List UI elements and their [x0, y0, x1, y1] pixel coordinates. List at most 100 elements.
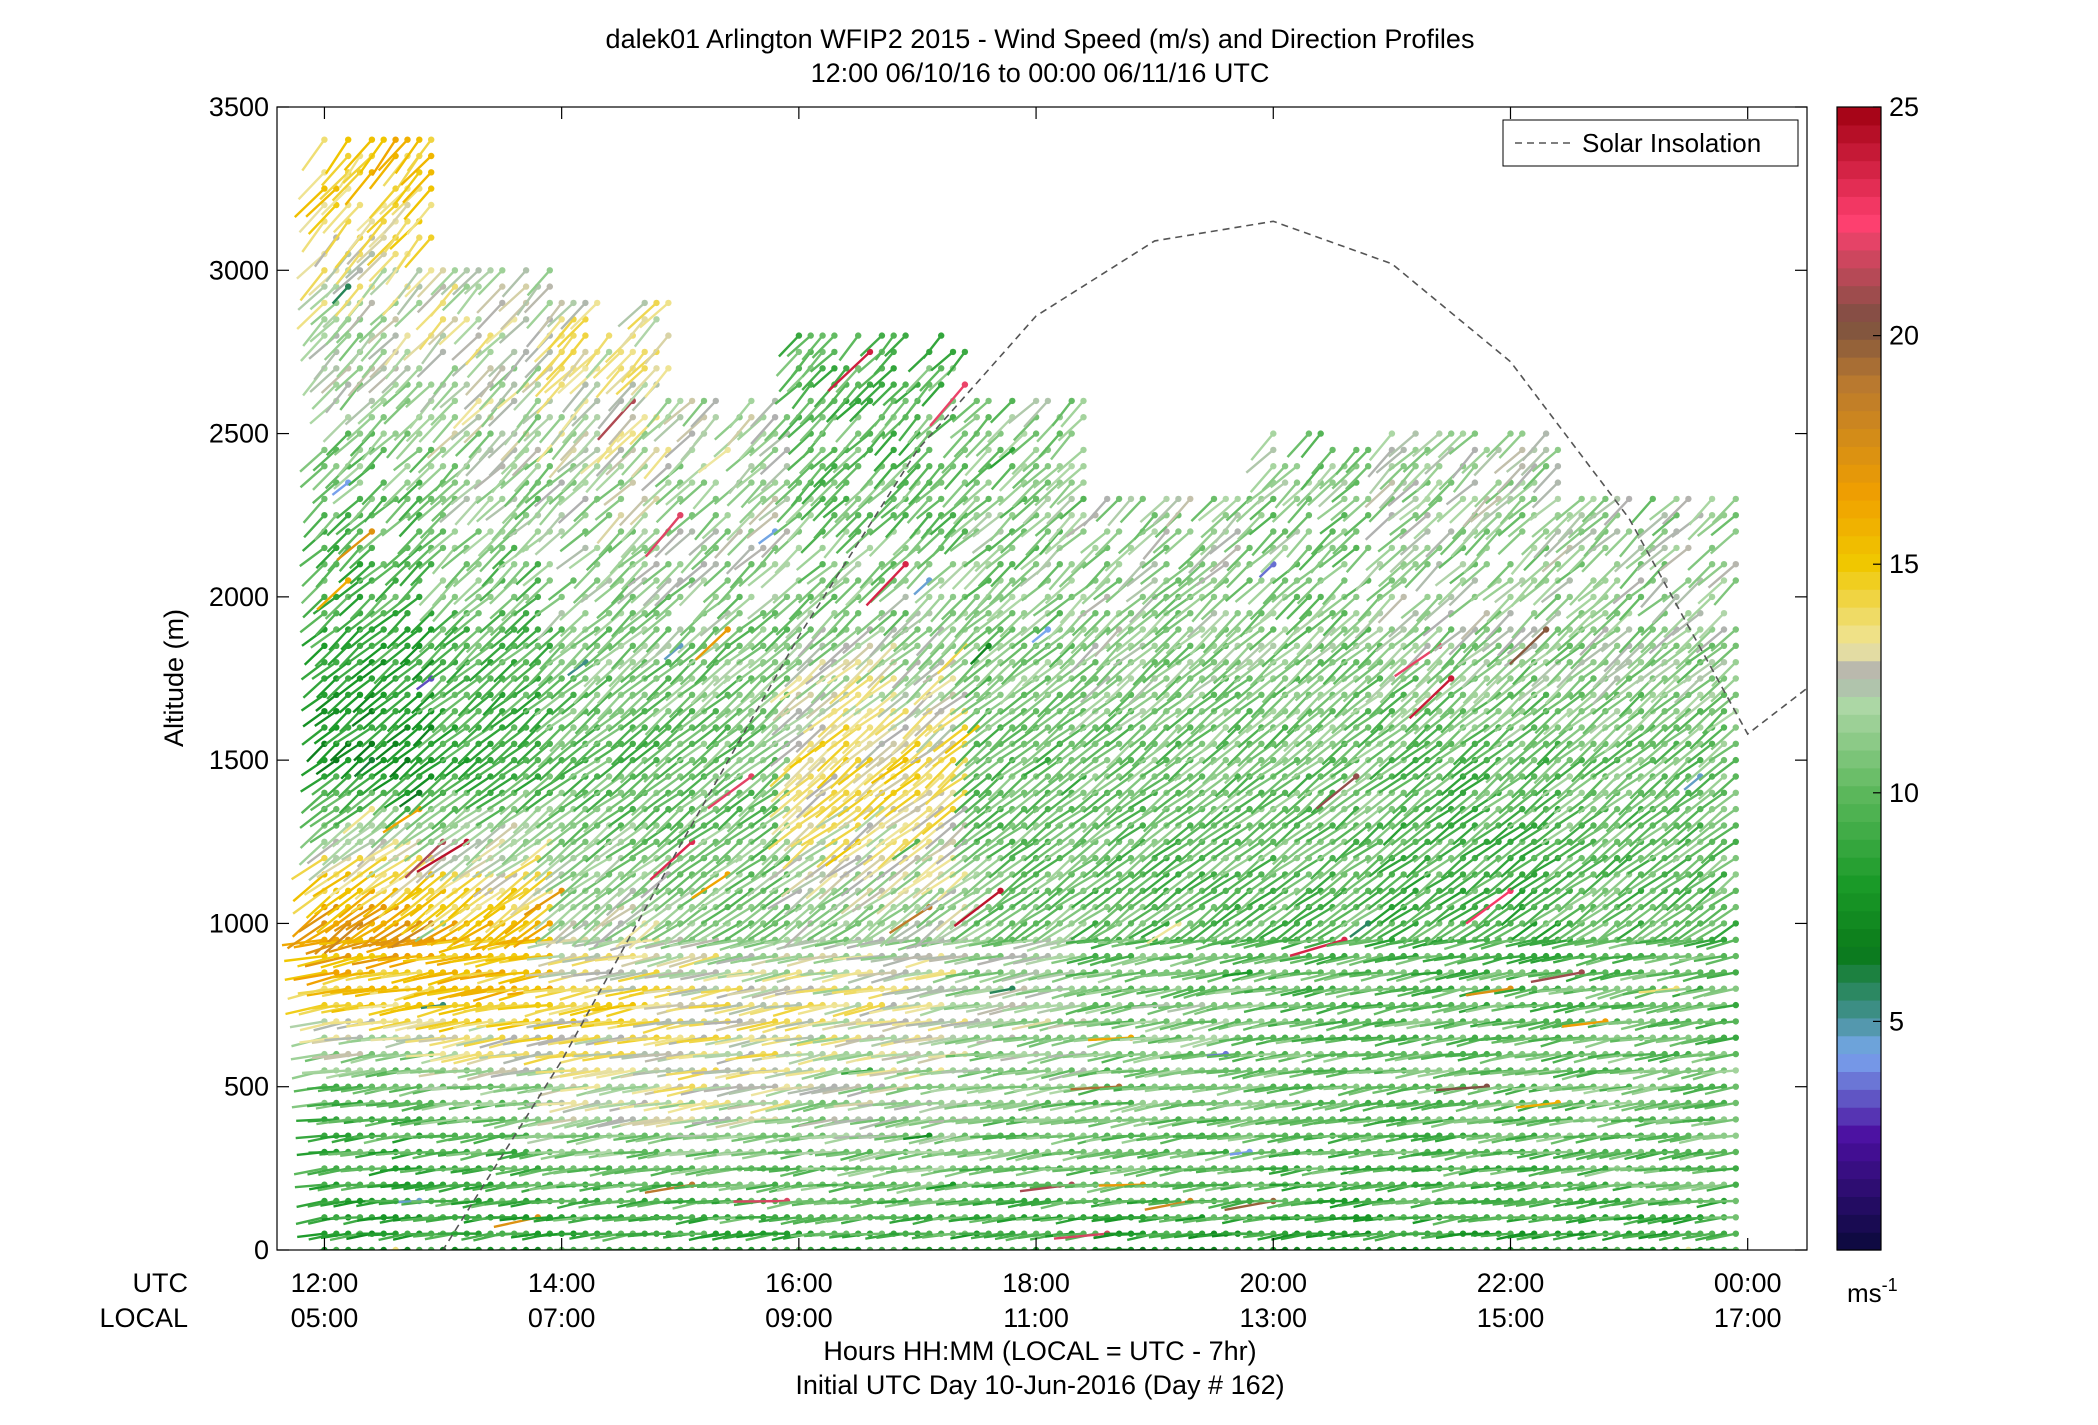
wind-barb: [320, 187, 350, 216]
wind-barb: [813, 514, 836, 540]
wind-barb-point: [605, 348, 613, 356]
wind-barb-point: [356, 463, 364, 470]
wind-barb-point: [534, 626, 542, 633]
wind-barb: [326, 693, 350, 715]
wind-barb-point: [807, 397, 814, 405]
wind-barb-point: [843, 838, 850, 845]
wind-barb-point: [511, 724, 518, 731]
wind-barb-point: [321, 332, 328, 339]
wind-barb-point: [831, 348, 838, 356]
wind-barb-point: [356, 332, 364, 339]
wind-barb-point: [629, 740, 636, 747]
wind-barb: [424, 1134, 455, 1139]
wind-barb-point: [558, 479, 565, 486]
wind-barb: [301, 139, 326, 172]
wind-barb: [562, 644, 587, 672]
wind-barb-point: [439, 577, 447, 584]
wind-barb-point: [404, 626, 411, 633]
wind-barb: [325, 661, 349, 680]
wind-barb-point: [333, 1246, 340, 1250]
wind-barb-point: [570, 299, 577, 307]
wind-barb-point: [487, 430, 494, 437]
wind-barb: [303, 644, 326, 666]
wind-barb: [297, 171, 326, 201]
wind-barb: [396, 285, 421, 316]
wind-barb: [454, 498, 480, 526]
wind-barb: [483, 889, 515, 919]
wind-barb: [369, 269, 397, 296]
wind-barb-point: [653, 838, 660, 845]
wind-barb-point: [356, 708, 364, 715]
wind-barb-point: [855, 756, 862, 764]
wind-barb-point: [724, 626, 731, 633]
wind-barb: [651, 1183, 681, 1188]
wind-barb: [356, 253, 385, 281]
wind-barb-point: [368, 822, 376, 829]
wind-barb-point: [356, 691, 364, 698]
wind-barb: [357, 563, 385, 584]
wind-barb-point: [641, 528, 648, 535]
wind-barb: [491, 563, 516, 591]
wind-barb: [484, 1248, 491, 1250]
wind-barb: [365, 1101, 396, 1107]
wind-barb-point: [380, 414, 387, 421]
wind-barb-point: [582, 610, 589, 617]
wind-barb: [311, 1052, 349, 1060]
wind-barb-point: [463, 495, 470, 503]
wind-barb-point: [677, 593, 684, 601]
wind-barb-point: [748, 479, 755, 486]
wind-barb-point: [356, 283, 364, 290]
wind-barb: [374, 1085, 408, 1092]
wind-barb-point: [819, 365, 826, 372]
wind-barb: [324, 726, 349, 746]
wind-barb: [354, 873, 385, 901]
wind-barb-point: [534, 740, 542, 747]
wind-barb-point: [783, 675, 791, 682]
wind-barb: [612, 1183, 645, 1187]
wind-barb: [333, 906, 373, 933]
wind-barb-point: [475, 316, 482, 323]
wind-barb: [356, 971, 396, 979]
wind-barb: [297, 954, 337, 968]
wind-barb: [342, 857, 373, 883]
wind-barb: [340, 1248, 349, 1250]
wind-barb: [346, 416, 373, 441]
wind-barb: [325, 383, 350, 414]
wind-barb: [449, 1183, 479, 1187]
wind-barb-field: [281, 136, 1740, 1250]
wind-barb-point: [795, 348, 803, 356]
wind-barb-point: [629, 348, 636, 356]
wind-barb-point: [511, 381, 518, 388]
wind-barb-point: [771, 626, 779, 633]
wind-barb-point: [392, 136, 399, 143]
wind-barb: [328, 710, 350, 732]
wind-barb: [348, 547, 373, 570]
wind-barb: [361, 416, 385, 443]
wind-barb: [351, 1069, 384, 1078]
wind-barb-point: [380, 773, 387, 780]
wind-barb-point: [392, 332, 399, 339]
wind-barb: [709, 1248, 716, 1250]
wind-barb-point: [665, 708, 672, 715]
wind-barb: [360, 775, 385, 796]
wind-barb: [329, 1232, 361, 1242]
wind-barb-point: [404, 642, 411, 649]
wind-barb: [807, 759, 836, 787]
wind-barb: [629, 498, 658, 526]
wind-barb-point: [487, 675, 494, 682]
wind-barb: [537, 612, 563, 641]
wind-barb: [301, 628, 326, 647]
wind-barb: [760, 563, 788, 589]
wind-barb-point: [487, 528, 494, 535]
wind-barb-point: [368, 561, 376, 568]
wind-barb: [308, 857, 338, 882]
wind-barb: [328, 1118, 361, 1124]
wind-barb: [298, 204, 326, 234]
wind-barb: [369, 383, 397, 410]
wind-barb-point: [831, 593, 838, 601]
wind-barb-point: [712, 397, 719, 405]
wind-barb-point: [700, 479, 708, 486]
wind-barb: [372, 677, 397, 698]
wind-barb: [328, 1150, 361, 1156]
